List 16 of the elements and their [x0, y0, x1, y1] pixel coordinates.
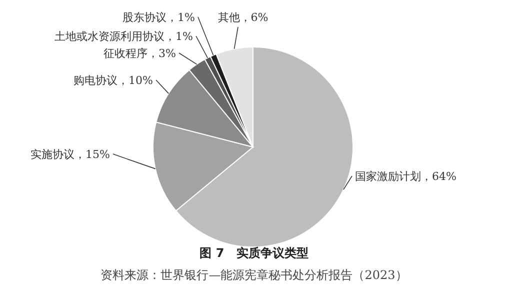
slice-label: 股东协议	[122, 11, 167, 24]
slice-label: 国家激励计划	[355, 170, 421, 183]
slice-label: 其他	[218, 11, 240, 24]
data-label: ，6%	[240, 11, 268, 24]
data-label: ，10%	[118, 74, 153, 87]
slice-label: 土地或水资源利用协议	[54, 30, 165, 43]
data-label: ，1%	[166, 11, 195, 24]
slice-label: 征收程序	[104, 47, 148, 60]
data-label: ，64%	[421, 170, 456, 183]
slice-label: 购电协议	[74, 74, 118, 87]
text: 资料来源：世界银行—能源宪章秘书处分析报告（2023）	[100, 267, 408, 284]
data-label: ，15%	[74, 148, 110, 161]
slice-label: 实施协议	[30, 148, 75, 161]
data-label: ，3%	[148, 47, 176, 60]
data-label: ，1%	[164, 30, 193, 43]
text: 图 7 实质争议类型	[198, 245, 310, 262]
